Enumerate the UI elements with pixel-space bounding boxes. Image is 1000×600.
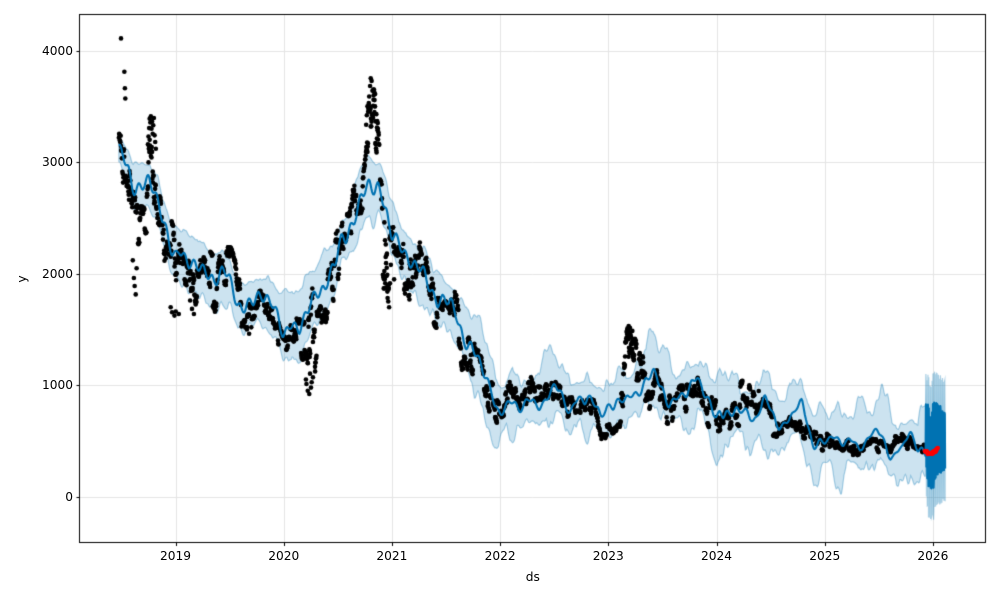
y-tick-label: 2000 bbox=[41, 266, 73, 281]
x-tick-label: 2023 bbox=[592, 548, 624, 563]
y-tick-label: 3000 bbox=[41, 155, 73, 170]
y-tick-label: 4000 bbox=[41, 43, 73, 58]
x-tick-label: 2025 bbox=[809, 548, 841, 563]
x-axis-label: ds bbox=[525, 570, 540, 584]
y-tick-label: 0 bbox=[65, 489, 73, 504]
x-tick-label: 2026 bbox=[917, 548, 949, 563]
x-tick-label: 2021 bbox=[376, 548, 408, 563]
y-axis-label: y bbox=[14, 274, 29, 283]
y-tick-label: 1000 bbox=[41, 378, 73, 393]
x-tick-label: 2024 bbox=[701, 548, 733, 563]
x-tick-label: 2019 bbox=[160, 548, 192, 563]
x-tick-label: 2022 bbox=[484, 548, 516, 563]
x-tick-label: 2020 bbox=[268, 548, 300, 563]
